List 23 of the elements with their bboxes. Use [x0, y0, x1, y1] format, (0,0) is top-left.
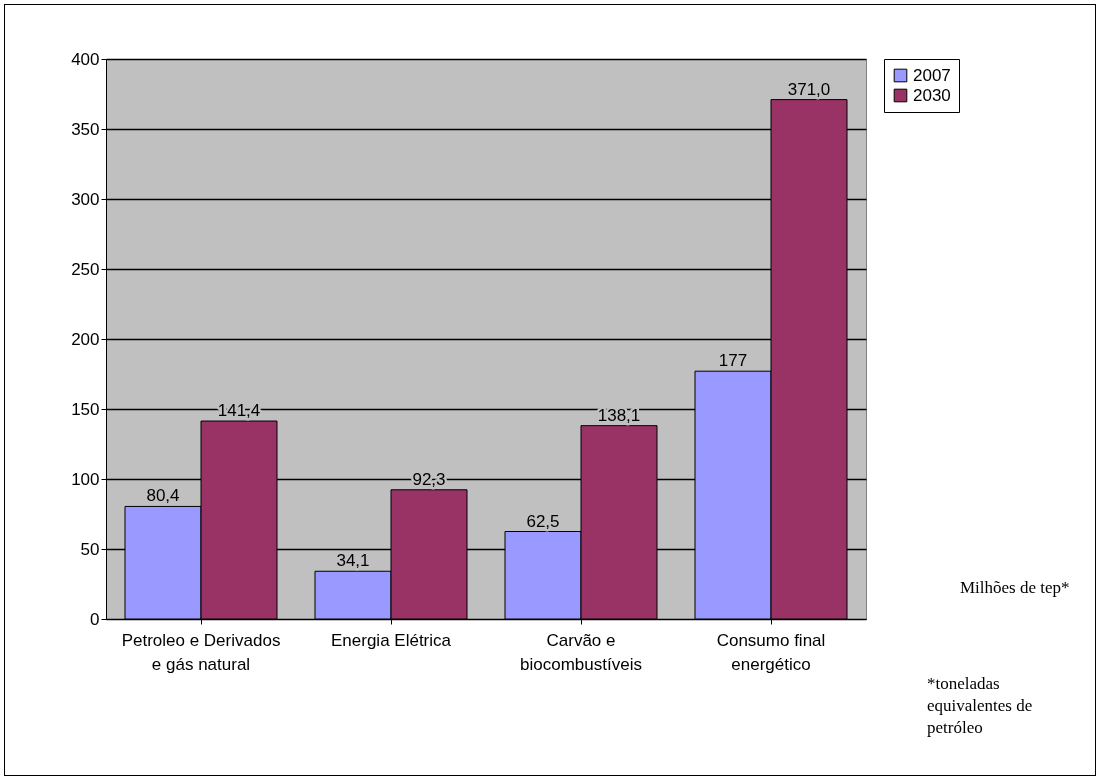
y-tick-label: 50	[80, 539, 100, 559]
data-label: 177	[718, 351, 748, 371]
data-label: 62,5	[526, 511, 560, 531]
x-tick-label: Energia Elétrica	[330, 630, 452, 650]
x-tick-label: Petroleo e Derivados e gás natural	[121, 630, 281, 674]
x-tick-label: Consumo final energético	[716, 630, 826, 674]
y-tick-label: 400	[71, 49, 100, 69]
y-tick-label: 350	[71, 119, 100, 139]
y-tick-label: 150	[71, 399, 100, 419]
data-label: 138,1	[597, 405, 641, 425]
y-tick-label: 300	[71, 189, 100, 209]
text: Milhões de tep*	[960, 577, 1070, 599]
data-label: 80,4	[146, 486, 180, 506]
y-tick-label: 100	[71, 469, 100, 489]
y-tick-label: 200	[71, 329, 100, 349]
text: *toneladas equivalentes de petróleo	[927, 673, 1034, 739]
y-tick-label: 0	[90, 609, 100, 629]
y-tick-label: 250	[71, 259, 100, 279]
data-label: 371,0	[787, 79, 831, 99]
x-tick-label: Carvão e biocombustíveis	[520, 630, 642, 674]
legend-label: 2007	[913, 65, 951, 85]
data-label: 34,1	[336, 551, 370, 571]
legend-label: 2030	[913, 85, 951, 105]
